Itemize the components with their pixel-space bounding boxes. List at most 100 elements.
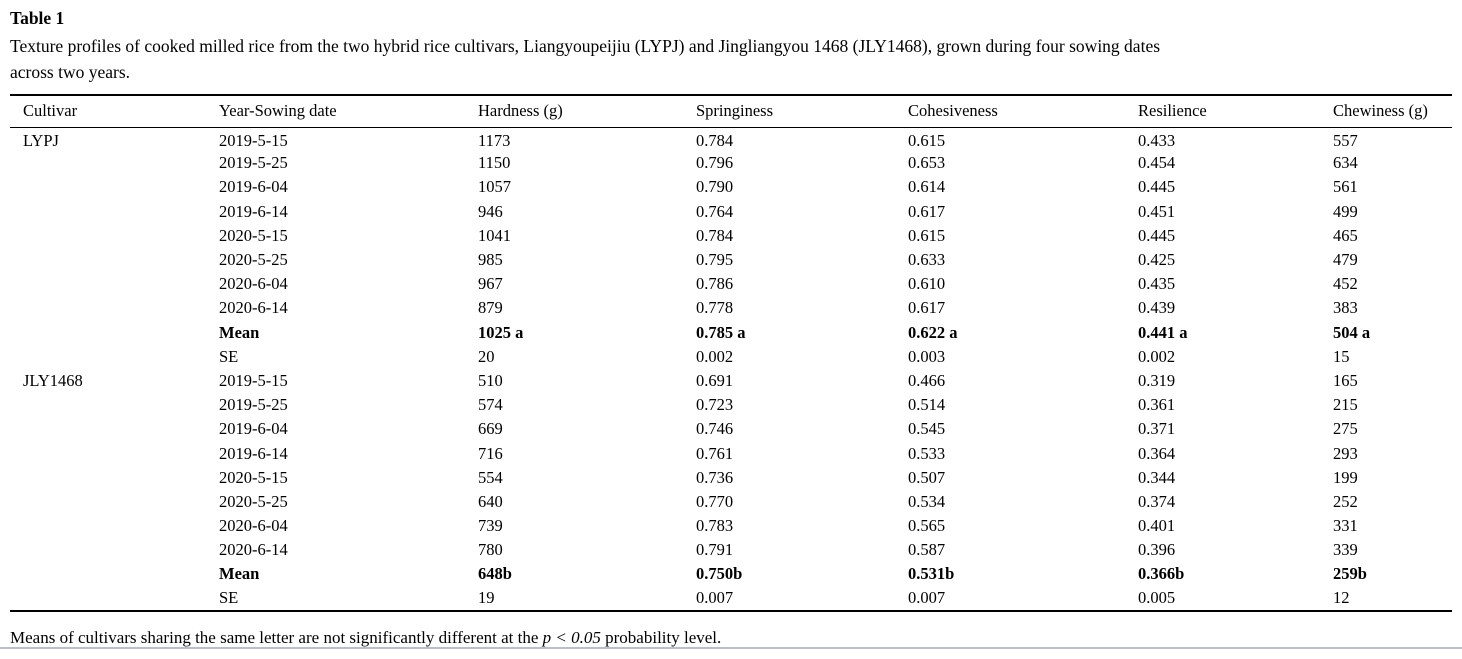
table-cell: 946 bbox=[478, 201, 503, 221]
table-cell: 879 bbox=[478, 298, 503, 318]
table-cell: 2020-6-04 bbox=[219, 274, 288, 294]
table-cell: 561 bbox=[1333, 177, 1358, 197]
table-cell: 0.633 bbox=[908, 250, 946, 270]
table-cell: 2019-5-25 bbox=[219, 153, 288, 173]
table-row: Mean 1025 a 0.785 a 0.622 a 0.441 a 504 a bbox=[10, 321, 1452, 345]
footnote-p-value: p < 0.05 bbox=[542, 627, 601, 647]
table-cell: 0.565 bbox=[908, 516, 946, 536]
table-cell: 0.445 bbox=[1138, 177, 1176, 197]
table-cell: 165 bbox=[1333, 370, 1358, 390]
column-header-springiness: Springiness bbox=[696, 95, 908, 128]
column-header-chewiness-g: Chewiness (g) bbox=[1333, 95, 1452, 128]
table-cell: SE bbox=[219, 588, 239, 608]
table-cell bbox=[10, 272, 219, 296]
table-row: LYPJ 2019-5-15 1173 0.784 0.615 0.433 557 bbox=[10, 127, 1452, 151]
table-cell: 0.007 bbox=[696, 588, 734, 608]
table-cell: 0.617 bbox=[908, 298, 946, 318]
table-cell: 0.784 bbox=[696, 130, 734, 150]
table-cell: 0.003 bbox=[908, 346, 946, 366]
table-cell: 0.691 bbox=[696, 370, 734, 390]
table-row: 2019-5-25 1150 0.796 0.653 0.454 634 bbox=[10, 151, 1452, 175]
table-cell: 339 bbox=[1333, 540, 1358, 560]
table-row: Mean 648b 0.750b 0.531b 0.366b 259b bbox=[10, 562, 1452, 586]
table-cell: 0.425 bbox=[1138, 250, 1176, 270]
table-cell: 0.795 bbox=[696, 250, 734, 270]
table-cell: 716 bbox=[478, 443, 503, 463]
table-cell: 634 bbox=[1333, 153, 1358, 173]
table-cell: 0.531b bbox=[908, 564, 955, 584]
table-row: 2020-6-14 879 0.778 0.617 0.439 383 bbox=[10, 296, 1452, 320]
table-cell: 499 bbox=[1333, 201, 1358, 221]
table-cell: 0.770 bbox=[696, 491, 734, 511]
table-cell: 0.401 bbox=[1138, 516, 1176, 536]
table-cell bbox=[10, 490, 219, 514]
table-cell bbox=[10, 538, 219, 562]
table-cell: 2020-5-15 bbox=[219, 467, 288, 487]
table-cell: 0.396 bbox=[1138, 540, 1176, 560]
table-cell: 293 bbox=[1333, 443, 1358, 463]
table-cell: 0.433 bbox=[1138, 130, 1176, 150]
table-cell: 0.750b bbox=[696, 564, 743, 584]
table-cell: 20 bbox=[478, 346, 495, 366]
table-row: 2019-6-14 946 0.764 0.617 0.451 499 bbox=[10, 200, 1452, 224]
table-cell: 0.615 bbox=[908, 225, 946, 245]
table-cell: 0.435 bbox=[1138, 274, 1176, 294]
column-header-cohesiveness: Cohesiveness bbox=[908, 95, 1138, 128]
table-cell bbox=[10, 345, 219, 369]
table-cell: 0.784 bbox=[696, 225, 734, 245]
table-cell: 0.761 bbox=[696, 443, 734, 463]
table-cell: 2020-5-15 bbox=[219, 225, 288, 245]
table-cell bbox=[10, 296, 219, 320]
table-cell: 259b bbox=[1333, 564, 1367, 584]
table-row: 2020-6-04 739 0.783 0.565 0.401 331 bbox=[10, 514, 1452, 538]
table-row: 2020-6-04 967 0.786 0.610 0.435 452 bbox=[10, 272, 1452, 296]
table-cell: 2019-5-15 bbox=[219, 130, 288, 150]
table-cell: 383 bbox=[1333, 298, 1358, 318]
cropped-next-element-edge bbox=[0, 646, 1462, 649]
table-cell: 0.610 bbox=[908, 274, 946, 294]
table-cell: 1057 bbox=[478, 177, 511, 197]
table-cell: 2020-6-14 bbox=[219, 540, 288, 560]
table-cell: 557 bbox=[1333, 130, 1358, 150]
table-cell: 0.622 a bbox=[908, 322, 958, 342]
table-cell: 0.344 bbox=[1138, 467, 1176, 487]
table-cell: 0.736 bbox=[696, 467, 734, 487]
table-cell bbox=[10, 321, 219, 345]
table-cell: Mean bbox=[219, 322, 260, 342]
table-cell: 0.746 bbox=[696, 419, 734, 439]
table-cell bbox=[10, 441, 219, 465]
table-cell: 0.615 bbox=[908, 130, 946, 150]
table-cell: 780 bbox=[478, 540, 503, 560]
table-cell bbox=[10, 514, 219, 538]
table-cell: 1173 bbox=[478, 130, 511, 150]
table-cell: 504 a bbox=[1333, 322, 1371, 342]
table-cell bbox=[10, 151, 219, 175]
table-cell: 510 bbox=[478, 370, 503, 390]
table-caption-line-2: across two years. bbox=[10, 62, 131, 82]
table-cell: 0.783 bbox=[696, 516, 734, 536]
table-cell: 452 bbox=[1333, 274, 1358, 294]
table-cell: 0.778 bbox=[696, 298, 734, 318]
table-cell: 574 bbox=[478, 395, 503, 415]
table-cell: 0.587 bbox=[908, 540, 946, 560]
table-row: 2020-5-25 985 0.795 0.633 0.425 479 bbox=[10, 248, 1452, 272]
table-cell: 0.545 bbox=[908, 419, 946, 439]
table-cell: 2019-5-25 bbox=[219, 395, 288, 415]
table-cell: 12 bbox=[1333, 588, 1350, 608]
table-cell: 0.361 bbox=[1138, 395, 1176, 415]
table-cell bbox=[10, 224, 219, 248]
table-cell: 554 bbox=[478, 467, 503, 487]
table-cell: 15 bbox=[1333, 346, 1350, 366]
table-cell: 1025 a bbox=[478, 322, 524, 342]
table-cell: 0.796 bbox=[696, 153, 734, 173]
table-caption-line-1: Texture profiles of cooked milled rice f… bbox=[10, 36, 1161, 56]
table-cell: JLY1468 bbox=[23, 370, 83, 390]
table-cell: 739 bbox=[478, 516, 503, 536]
table-cell bbox=[10, 175, 219, 199]
table-cell: 0.534 bbox=[908, 491, 946, 511]
table-caption: Texture profiles of cooked milled rice f… bbox=[10, 33, 1452, 85]
table-row: 2019-6-04 1057 0.790 0.614 0.445 561 bbox=[10, 175, 1452, 199]
footnote-text-pre: Means of cultivars sharing the same lett… bbox=[10, 627, 543, 647]
table-cell: 640 bbox=[478, 491, 503, 511]
table-cell: 479 bbox=[1333, 250, 1358, 270]
